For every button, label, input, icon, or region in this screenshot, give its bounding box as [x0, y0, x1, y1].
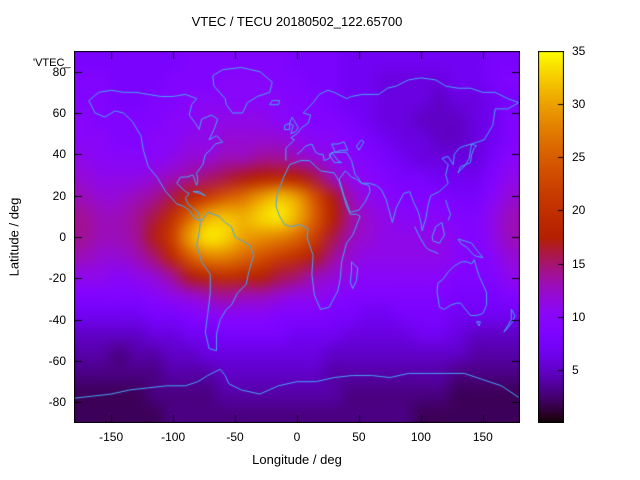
- y-tick-label: 40: [52, 147, 66, 162]
- heatmap-canvas: [74, 51, 520, 423]
- colorbar-tick-label: 15: [572, 256, 586, 271]
- y-tick-label: 0: [59, 230, 66, 244]
- x-tick-label: 50: [352, 430, 366, 444]
- chart-title: VTEC / TECU 20180502_122.65700: [191, 14, 403, 29]
- y-tick-label: 80: [52, 64, 66, 79]
- legend-key-label: 'VTEC_: [33, 57, 71, 69]
- colorbar-tick-label: 30: [572, 97, 586, 112]
- colorbar-tick-label: 10: [572, 309, 586, 324]
- colorbar-tick-label: 25: [572, 150, 586, 165]
- colorbar-tick-label: 35: [572, 44, 586, 58]
- x-tick-label: 0: [293, 430, 301, 444]
- y-axis-label: Latitude / deg: [6, 197, 22, 277]
- x-axis-label: Longitude / deg: [252, 452, 342, 467]
- x-tick-label: -50: [226, 430, 244, 444]
- y-tick-label: -60: [48, 354, 66, 368]
- x-tick-label: -100: [161, 430, 186, 444]
- colorbar-tick-label: 20: [572, 203, 586, 218]
- colorbar-tick-label: 5: [572, 362, 579, 377]
- y-tick-label: -80: [48, 395, 66, 410]
- y-tick-label: 60: [52, 106, 66, 120]
- y-tick-label: -20: [48, 271, 66, 286]
- x-tick-label: 150: [472, 430, 493, 444]
- colorbar-canvas: [538, 51, 564, 423]
- y-tick-label: -40: [48, 312, 66, 327]
- x-tick-label: -150: [99, 430, 124, 444]
- y-tick-label: 20: [52, 188, 66, 203]
- x-tick-label: 100: [410, 430, 431, 444]
